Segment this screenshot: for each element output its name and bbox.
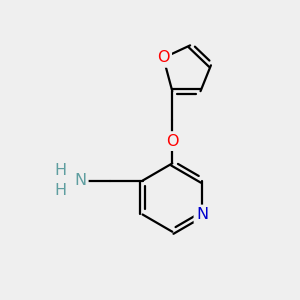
- Text: H: H: [55, 163, 67, 178]
- Text: N: N: [74, 173, 86, 188]
- Text: N: N: [196, 207, 208, 222]
- Text: H: H: [55, 183, 67, 198]
- Text: O: O: [166, 134, 178, 148]
- Text: O: O: [157, 50, 170, 65]
